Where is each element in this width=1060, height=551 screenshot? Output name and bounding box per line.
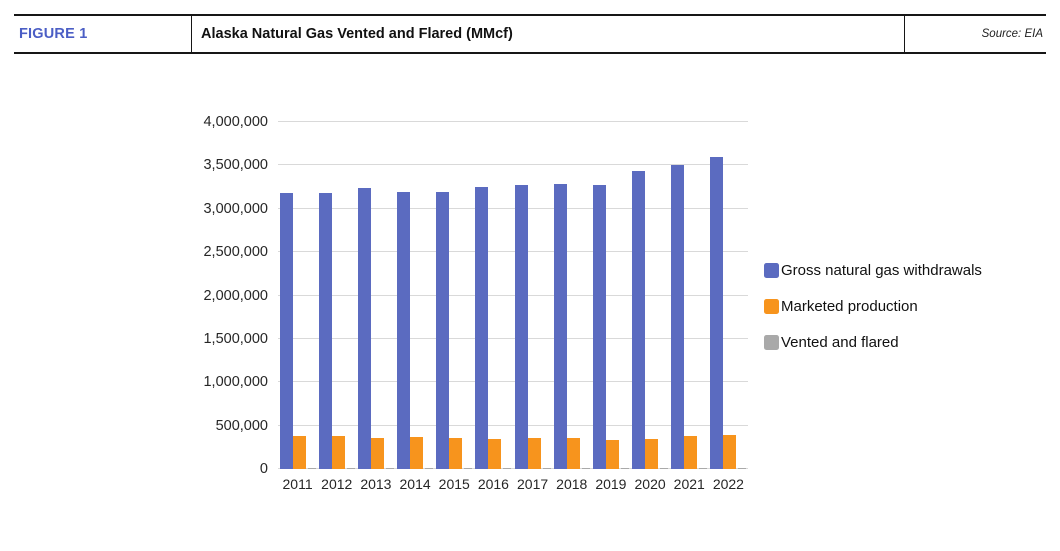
legend-label: Marketed production [781,298,918,315]
figure-label: FIGURE 1 [19,26,88,42]
bar-group-2016 [474,122,513,469]
bar-vented-and-flared [503,467,512,469]
chart-title-cell: Alaska Natural Gas Vented and Flared (MM… [192,16,905,52]
legend-item-gross-natural-gas-withdrawals: Gross natural gas withdrawals [764,262,982,279]
y-tick-label: 1,500,000 [203,330,268,347]
legend-item-vented-and-flared: Vented and flared [764,334,982,351]
figure-label-cell: FIGURE 1 [14,16,192,52]
legend-swatch [764,299,779,314]
y-tick-label: 2,000,000 [203,287,268,304]
gridline [278,424,748,426]
x-tick-label: 2020 [634,476,666,492]
bar-marketed-production [488,439,502,469]
x-tick-label: 2017 [517,476,549,492]
y-tick-label: 0 [259,461,268,477]
bar-vented-and-flared [464,467,473,469]
chart-title: Alaska Natural Gas Vented and Flared (MM… [201,26,513,42]
y-axis-labels: 0 500,000 1,000,000 1,500,000 2,000,000 2,500… [140,114,268,477]
bar-gross-natural-gas-withdrawals [397,192,411,469]
bar-group-2022 [709,122,748,469]
chart-legend: Gross natural gas withdrawals Marketed pr… [764,262,982,370]
x-tick-label: 2012 [321,476,353,492]
bar-group-2017 [513,122,552,469]
bar-group-2019 [591,122,630,469]
bar-vented-and-flared [699,467,708,469]
bar-group-2013 [356,122,395,469]
x-axis-labels: 2011 2012 2013 2014 2015 2016 2017 2018 2019 2020… [278,476,748,496]
y-tick-label: 3,000,000 [203,200,268,217]
bar-gross-natural-gas-withdrawals [592,185,606,469]
x-tick-label: 2014 [399,476,431,492]
chart-plot-area [278,121,748,469]
bar-vented-and-flared [307,467,316,469]
source-attribution: Source: EIA [981,28,1043,40]
bar-group-2011 [278,122,317,469]
bar-gross-natural-gas-withdrawals [357,187,371,469]
y-tick-label: 3,500,000 [203,157,268,174]
bar-marketed-production [566,437,580,469]
bar-marketed-production [331,436,345,469]
y-tick-label: 4,000,000 [203,114,268,130]
bar-gross-natural-gas-withdrawals [279,193,293,469]
bar-vented-and-flared [346,467,355,469]
bar-gross-natural-gas-withdrawals [475,187,489,469]
bar-marketed-production [370,437,384,469]
gridline [278,294,748,296]
bar-gross-natural-gas-withdrawals [318,193,332,469]
y-tick-label: 2,500,000 [203,244,268,261]
x-tick-label: 2021 [673,476,705,492]
bar-marketed-production [605,439,619,469]
x-tick-label: 2013 [360,476,392,492]
bar-vented-and-flared [581,467,590,469]
bar-gross-natural-gas-withdrawals [671,164,685,469]
x-tick-label: 2019 [595,476,627,492]
gridline [278,121,748,122]
bar-vented-and-flared [660,467,669,469]
bar-group-2021 [670,122,709,469]
bar-vented-and-flared [620,467,629,469]
bar-marketed-production [410,437,424,469]
legend-label: Vented and flared [781,334,899,351]
bar-gross-natural-gas-withdrawals [514,185,528,469]
gridline [278,207,748,209]
x-tick-label: 2022 [712,476,744,492]
gridline [278,337,748,339]
bar-vented-and-flared [542,467,551,469]
bar-group-2020 [631,122,670,469]
bar-gross-natural-gas-withdrawals [710,156,724,469]
gridline [278,381,748,383]
figure-header: FIGURE 1 Alaska Natural Gas Vented and F… [14,14,1046,54]
gridline [278,468,748,469]
gridline [278,164,748,166]
bar-marketed-production [292,436,306,469]
bar-group-2012 [317,122,356,469]
y-tick-label: 1,000,000 [203,374,268,391]
legend-swatch [764,335,779,350]
bar-marketed-production [449,437,463,469]
bar-group-2015 [435,122,474,469]
bar-vented-and-flared [385,467,394,469]
source-cell: Source: EIA [905,16,1046,52]
x-tick-label: 2015 [438,476,470,492]
bar-marketed-production [723,434,737,469]
bar-group-2018 [552,122,591,469]
bar-vented-and-flared [738,467,747,469]
x-tick-label: 2011 [282,476,313,492]
legend-item-marketed-production: Marketed production [764,298,982,315]
bar-group-2014 [396,122,435,469]
legend-swatch [764,263,779,278]
x-tick-label: 2016 [477,476,509,492]
y-tick-label: 500,000 [215,417,268,434]
bar-gross-natural-gas-withdrawals [553,184,567,469]
gridline [278,251,748,253]
bar-vented-and-flared [425,467,434,469]
bar-marketed-production [684,436,698,469]
legend-label: Gross natural gas withdrawals [781,262,982,279]
bar-gross-natural-gas-withdrawals [632,170,646,469]
x-tick-label: 2018 [556,476,588,492]
bar-gross-natural-gas-withdrawals [436,192,450,469]
bar-marketed-production [527,437,541,469]
bar-marketed-production [645,438,659,469]
